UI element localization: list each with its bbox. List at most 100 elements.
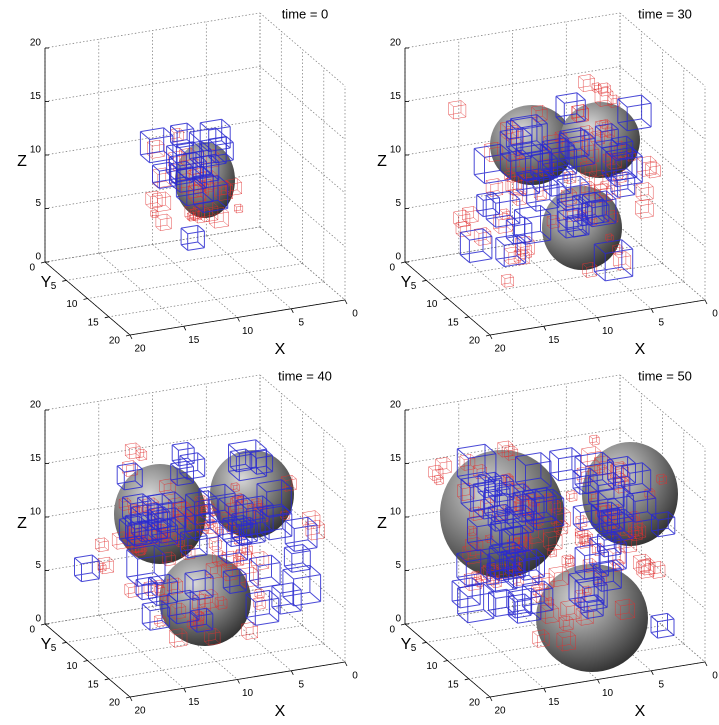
x-tick-label: 15	[548, 697, 560, 708]
x-axis-label: X	[275, 341, 286, 358]
x-tick-label: 0	[712, 671, 718, 682]
y-tick-label: 5	[51, 281, 57, 292]
y-tick-label: 5	[411, 643, 417, 654]
y-tick-label: 20	[469, 336, 481, 347]
fine-box	[637, 156, 656, 176]
y-tick-label: 15	[88, 679, 100, 690]
tick-mark	[465, 317, 469, 318]
panel: 051015200510152005101520time = 50ZYX	[377, 368, 718, 720]
x-tick-label: 5	[298, 679, 304, 690]
grid-line	[45, 375, 345, 448]
x-axis-label: X	[635, 341, 646, 358]
tick-mark	[238, 318, 240, 322]
page: 0 5 10 15 20 0 5 10 15 20 0 5 10 15 20 time = 0 Z Y X 0 5 10 1…	[0, 0, 719, 725]
tick-mark	[184, 326, 186, 330]
coarse-box	[550, 448, 581, 481]
coarse-box	[506, 217, 532, 244]
tick-mark	[486, 697, 490, 698]
fine-box	[635, 199, 653, 218]
tick-mark	[41, 624, 45, 625]
fine-box	[579, 74, 595, 91]
fine-box	[567, 491, 577, 502]
z-tick-label: 10	[390, 507, 402, 518]
y-tick-label: 15	[448, 679, 460, 690]
z-tick-label: 20	[30, 38, 42, 49]
y-tick-label: 10	[66, 299, 78, 310]
z-tick-label: 15	[390, 453, 402, 464]
z-tick-label: 15	[30, 453, 42, 464]
z-axis-label: Z	[17, 515, 27, 532]
tick-mark	[130, 335, 132, 339]
isosurface-blob	[159, 554, 251, 646]
y-tick-label: 5	[51, 643, 57, 654]
tick-mark	[105, 679, 109, 680]
y-axis-label: Y	[41, 636, 52, 653]
tick-mark	[705, 300, 707, 304]
coarse-box	[460, 229, 492, 263]
x-axis-label: X	[275, 703, 286, 720]
y-tick-label: 15	[448, 317, 460, 328]
y-tick-label: 10	[426, 661, 438, 672]
z-tick-label: 15	[390, 91, 402, 102]
grid-line	[45, 48, 130, 335]
z-tick-label: 20	[30, 400, 42, 411]
tick-mark	[41, 262, 45, 263]
grid-line	[45, 410, 130, 697]
tick-mark	[184, 688, 186, 692]
z-tick-label: 10	[390, 145, 402, 156]
z-tick-label: 10	[30, 145, 42, 156]
panel: 051015200510152005101520time = 30ZYX	[377, 6, 718, 358]
tick-mark	[345, 662, 347, 666]
panel-title: time = 30	[638, 6, 692, 21]
panel: 051015200510152005101520time = 40ZYX	[17, 368, 358, 720]
x-axis-label: X	[635, 703, 646, 720]
fine-box	[234, 204, 243, 213]
panel-title: time = 0	[282, 6, 329, 21]
tick-mark	[130, 697, 132, 701]
panel-title: time = 50	[638, 368, 692, 383]
tick-mark	[345, 300, 347, 304]
tick-mark	[465, 679, 469, 680]
x-tick-label: 20	[134, 344, 146, 355]
z-tick-label: 0	[395, 614, 401, 625]
coarse-box	[75, 555, 100, 582]
z-tick-label: 5	[35, 198, 41, 209]
z-tick-label: 10	[30, 507, 42, 518]
x-tick-label: 10	[242, 688, 254, 699]
z-tick-label: 0	[35, 252, 41, 263]
y-tick-label: 15	[88, 317, 100, 328]
tick-mark	[84, 661, 88, 662]
tick-mark	[544, 326, 546, 330]
z-tick-label: 5	[35, 560, 41, 571]
tick-mark	[444, 299, 448, 300]
fine-box	[533, 587, 542, 597]
x-tick-label: 5	[658, 679, 664, 690]
tick-mark	[651, 309, 653, 313]
tick-mark	[598, 318, 600, 322]
x-tick-label: 15	[188, 335, 200, 346]
tick-mark	[62, 280, 66, 281]
tick-mark	[651, 671, 653, 675]
fine-box	[125, 443, 140, 459]
y-tick-label: 10	[66, 661, 78, 672]
y-tick-label: 20	[109, 698, 121, 709]
y-tick-label: 20	[469, 698, 481, 709]
grid-line	[405, 48, 490, 335]
x-tick-label: 10	[242, 326, 254, 337]
tick-mark	[598, 680, 600, 684]
y-axis-label: Y	[401, 274, 412, 291]
tick-mark	[544, 688, 546, 692]
fine-box	[590, 435, 600, 445]
tick-mark	[490, 335, 492, 339]
fine-box	[636, 183, 653, 201]
x-tick-label: 20	[134, 706, 146, 717]
panel: 051015200510152005101520time = 0ZYX	[17, 6, 358, 358]
coarse-box	[284, 545, 310, 573]
tick-mark	[444, 661, 448, 662]
tick-mark	[84, 299, 88, 300]
panel-title: time = 40	[278, 368, 332, 383]
coarse-box	[246, 590, 279, 625]
y-tick-label: 0	[29, 625, 35, 636]
z-tick-label: 15	[30, 91, 42, 102]
grid-line	[405, 13, 705, 86]
